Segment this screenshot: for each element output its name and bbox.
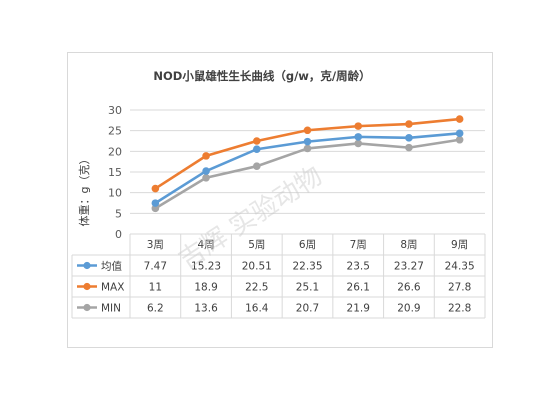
- data-table-value: 11: [149, 282, 162, 294]
- legend-key-marker: [83, 261, 91, 270]
- series-lines: [151, 115, 464, 213]
- y-tick-label: 20: [108, 145, 122, 158]
- data-table-value: 20.51: [242, 261, 272, 273]
- data-point: [455, 135, 464, 144]
- data-point: [252, 162, 261, 171]
- y-tick-label: 30: [108, 104, 122, 117]
- y-tick-label: 25: [108, 125, 122, 138]
- data-point: [202, 173, 210, 182]
- y-tick-label: 5: [115, 207, 122, 220]
- data-table-value: 23.5: [347, 261, 370, 273]
- data-table-value: 16.4: [245, 303, 269, 315]
- data-point: [405, 120, 413, 128]
- x-tick-label: 7周: [350, 239, 367, 251]
- data-point: [303, 144, 312, 153]
- chart-title: NOD小鼠雄性生长曲线（g/w，克/周龄）: [153, 69, 370, 83]
- y-tick-label: 15: [108, 166, 122, 179]
- data-point: [405, 143, 413, 152]
- data-point: [151, 199, 160, 207]
- data-point: [455, 129, 464, 138]
- data-table-value: 20.7: [296, 303, 319, 315]
- data-table-value: 23.27: [394, 261, 424, 273]
- data-table-value: 24.35: [445, 261, 475, 273]
- y-axis-label: 体重：g（克）: [77, 154, 91, 227]
- legend-key-marker: [83, 303, 91, 312]
- data-table-value: 21.9: [347, 303, 370, 315]
- data-table-value: 22.5: [245, 282, 268, 294]
- legend-entry: 均值: [101, 260, 122, 273]
- data-point: [405, 134, 413, 142]
- data-point: [303, 137, 312, 146]
- data-point: [252, 137, 261, 145]
- y-tick-label: 0: [115, 228, 122, 241]
- data-point: [455, 115, 464, 123]
- legend-key-marker: [83, 282, 91, 291]
- data-point: [202, 152, 210, 160]
- data-table-value: 22.8: [448, 303, 471, 315]
- data-table-value: 26.1: [347, 282, 370, 294]
- y-tick-label: 10: [108, 187, 122, 200]
- data-table-value: 22.35: [292, 261, 322, 273]
- data-point: [252, 145, 261, 154]
- data-table-value: 7.47: [144, 261, 167, 273]
- y-tick-labels: 0 5 10 15 20 25 30: [108, 104, 122, 241]
- x-tick-label: 5周: [248, 239, 265, 251]
- data-point: [354, 139, 363, 148]
- data-table-value: 20.9: [397, 303, 420, 315]
- data-point: [151, 204, 160, 213]
- legend-entry: MAX: [101, 282, 124, 294]
- legend-entry: MIN: [101, 303, 121, 315]
- x-tick-label: 4周: [197, 239, 214, 251]
- chart-frame: [67, 52, 493, 348]
- x-tick-label: 8周: [400, 239, 417, 251]
- data-table-value: 26.6: [397, 282, 421, 294]
- data-table-value: 18.9: [194, 282, 217, 294]
- x-tick-label: 9周: [451, 239, 468, 251]
- data-table-value: 13.6: [194, 303, 218, 315]
- data-point: [303, 126, 312, 135]
- data-table-value: 15.23: [191, 261, 221, 273]
- data-point: [354, 133, 363, 141]
- data-table-value: 6.2: [147, 303, 164, 315]
- data-point: [151, 184, 160, 193]
- data-table-value: 25.1: [296, 282, 319, 294]
- x-tick-label: 3周: [147, 239, 164, 251]
- data-table-value: 27.8: [448, 282, 471, 294]
- data-point: [354, 122, 363, 130]
- x-tick-label: 6周: [299, 239, 316, 251]
- data-point: [202, 167, 210, 175]
